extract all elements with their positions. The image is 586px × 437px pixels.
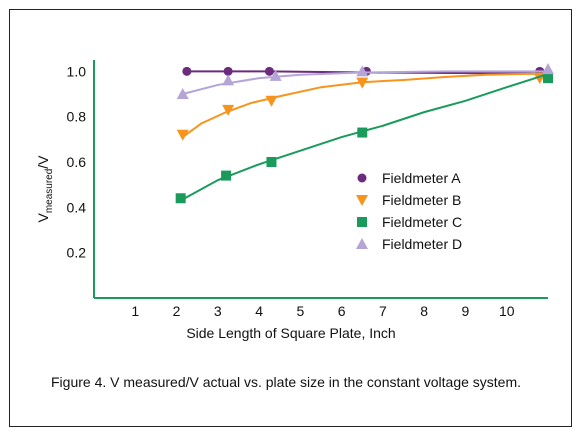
x-tick-label: 2	[173, 303, 181, 319]
data-point	[356, 77, 369, 89]
data-point	[264, 66, 274, 76]
x-tick-label: 4	[255, 303, 263, 319]
legend-marker	[356, 238, 368, 249]
data-point	[182, 66, 192, 76]
series-4	[176, 63, 554, 99]
legend-marker	[356, 195, 368, 206]
y-tick-label: 0.2	[67, 245, 87, 261]
y-tick-label: 1.0	[67, 63, 87, 79]
x-tick-label: 9	[462, 303, 470, 319]
data-point	[175, 193, 186, 204]
y-axis-label: Vmeasured/V	[35, 155, 55, 223]
x-tick-label: 8	[420, 303, 428, 319]
x-tick-label: 1	[131, 303, 139, 319]
data-point	[357, 127, 368, 138]
legend-label: Fieldmeter D	[382, 236, 462, 252]
series-3	[175, 73, 553, 204]
data-point	[176, 88, 189, 99]
series-line	[182, 72, 544, 138]
legend-label: Fieldmeter A	[382, 170, 461, 186]
legend-label: Fieldmeter C	[382, 214, 462, 230]
data-point	[269, 69, 282, 81]
legend: Fieldmeter A Fieldmeter B Fieldmeter C Fiel…	[356, 170, 462, 252]
x-tick-label: 3	[214, 303, 222, 319]
figure-caption: Figure 4. V measured/V actual vs. plate …	[51, 374, 522, 390]
x-tick-label: 7	[379, 303, 387, 319]
legend-marker	[357, 217, 367, 227]
y-axis-label-subscript: measured	[44, 169, 55, 213]
data-point	[222, 74, 235, 86]
series-line	[182, 70, 544, 95]
data-point	[176, 129, 189, 141]
y-tick-label: 0.4	[67, 199, 87, 215]
data-point	[265, 95, 278, 107]
data-point	[356, 65, 369, 77]
data-point	[543, 73, 553, 84]
chart: 1 2 3 4 5 6 7 8 9 10 0.2 0.4 0.6 0.8 1.0 Side Length of…	[35, 60, 554, 341]
data-point	[542, 63, 554, 75]
y-axis-label-suffix: /V	[35, 155, 51, 169]
x-axis-label: Side Length of Square Plate, Inch	[186, 325, 395, 341]
y-tick-label: 0.6	[67, 154, 87, 170]
figure-frame: 1 2 3 4 5 6 7 8 9 10 0.2 0.4 0.6 0.8 1.0 Side Length of…	[9, 9, 572, 427]
data-point	[221, 170, 232, 181]
x-tick-label: 6	[338, 303, 346, 319]
x-tick-label: 5	[296, 303, 304, 319]
data-point	[266, 157, 277, 167]
x-tick-label: 10	[499, 303, 515, 319]
data-point	[223, 66, 233, 76]
legend-label: Fieldmeter B	[382, 192, 461, 208]
data-point	[222, 104, 235, 116]
y-axis-label-main: V	[35, 213, 51, 223]
legend-marker	[357, 173, 367, 183]
y-tick-label: 0.8	[67, 109, 87, 125]
